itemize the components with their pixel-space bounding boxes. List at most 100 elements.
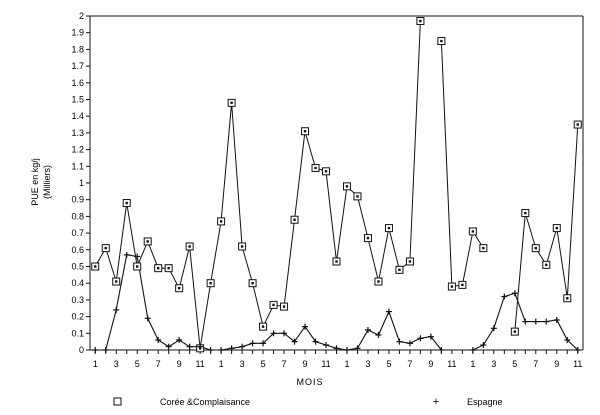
- data-point-plus: [417, 335, 424, 342]
- data-point-plus: [249, 340, 256, 347]
- data-point-plus: [354, 345, 361, 352]
- data-point-plus: [375, 331, 382, 338]
- data-point-plus: [333, 345, 340, 352]
- y-tick-label: 1.8: [71, 44, 84, 54]
- x-tick-label: 9: [177, 359, 182, 369]
- legend-label-series-2: Espagne: [467, 397, 503, 407]
- data-point-square: [447, 282, 456, 291]
- data-point-square: [227, 98, 236, 107]
- y-tick-label: 1.2: [71, 145, 84, 155]
- data-point-plus: [186, 343, 193, 350]
- data-point-plus: [176, 336, 183, 343]
- data-point-square: [416, 17, 425, 26]
- y-tick-label: 0: [79, 345, 84, 355]
- data-point-square: [133, 262, 142, 271]
- data-point-square: [468, 227, 477, 236]
- data-point-plus: [501, 293, 508, 300]
- x-tick-label: 7: [282, 359, 287, 369]
- x-tick-label: 11: [573, 359, 582, 369]
- data-point-square: [206, 279, 215, 288]
- series-line-1: [94, 20, 579, 349]
- data-point-square: [384, 224, 393, 233]
- data-point-square: [458, 280, 467, 289]
- data-point-square: [552, 224, 561, 233]
- data-point-plus: [113, 306, 120, 313]
- data-point-square: [238, 242, 247, 251]
- data-point-plus: [260, 340, 267, 347]
- data-point-square: [521, 209, 530, 218]
- data-point-plus: [291, 338, 298, 345]
- data-point-square: [311, 163, 320, 172]
- data-point-plus: [396, 338, 403, 345]
- data-point-plus: [522, 318, 529, 325]
- legend-label-series-1: Corée &Complaisance: [160, 397, 250, 407]
- data-point-plus: [427, 333, 434, 340]
- data-point-plus: [490, 325, 497, 332]
- data-point-plus: [543, 318, 550, 325]
- data-point-plus: [553, 316, 560, 323]
- data-point-plus: [438, 347, 445, 353]
- data-point-plus: [385, 308, 392, 315]
- data-point-square: [143, 237, 152, 246]
- x-tick-label: 9: [554, 359, 559, 369]
- y-tick-label: 0.4: [71, 278, 84, 288]
- data-point-plus: [197, 343, 204, 350]
- x-tick-label: 7: [533, 359, 538, 369]
- y-tick-label: 1.5: [71, 95, 84, 105]
- data-point-square: [437, 37, 446, 46]
- data-point-square: [269, 300, 278, 309]
- data-point-square: [542, 260, 551, 269]
- data-point-square: [301, 127, 310, 136]
- y-tick-label: 0.1: [71, 328, 84, 338]
- y-tick-label: 2: [79, 11, 84, 21]
- data-point-square: [175, 284, 184, 293]
- series-marks: [91, 17, 582, 353]
- y-tick-label: 0.5: [71, 262, 84, 272]
- data-point-square: [573, 120, 582, 129]
- x-tick-label: 1: [219, 359, 224, 369]
- y-tick-label: 1.1: [71, 161, 84, 171]
- y-axis-label-line2: (Milliers): [42, 165, 52, 199]
- y-tick-label: 1: [79, 178, 84, 188]
- data-point-square: [112, 277, 121, 286]
- data-point-square: [122, 199, 131, 208]
- legend-marker-plus: +: [433, 396, 439, 408]
- x-tick-label: 3: [114, 359, 119, 369]
- data-point-plus: [302, 323, 309, 330]
- y-tick-label: 0.7: [71, 228, 84, 238]
- x-tick-label: 5: [512, 359, 517, 369]
- data-point-square: [280, 302, 289, 311]
- y-tick-label: 1.9: [71, 28, 84, 38]
- y-tick-label: 0.2: [71, 312, 84, 322]
- data-point-square: [531, 244, 540, 253]
- data-point-plus: [270, 330, 277, 337]
- data-point-plus: [312, 338, 319, 345]
- data-point-plus: [228, 345, 235, 352]
- data-point-plus: [218, 347, 225, 353]
- data-point-plus: [144, 315, 151, 322]
- data-point-plus: [406, 340, 413, 347]
- data-point-plus: [92, 347, 99, 353]
- x-axis-ticks: 1 3 5 7 9 11 1 3 5 7 9 11 1 3 5 7 9 11 1 3 5 7 9 11: [93, 350, 582, 369]
- data-point-square: [290, 215, 299, 224]
- data-point-square: [217, 217, 226, 226]
- data-point-square: [164, 264, 173, 273]
- y-tick-label: 0.8: [71, 211, 84, 221]
- data-point-square: [322, 167, 331, 176]
- x-tick-label: 11: [447, 359, 456, 369]
- data-point-square: [185, 242, 194, 251]
- data-point-square: [342, 182, 351, 191]
- data-point-plus: [532, 318, 539, 325]
- x-tick-label: 9: [303, 359, 308, 369]
- data-point-plus: [165, 343, 172, 350]
- data-point-square: [248, 279, 257, 288]
- data-point-square: [154, 264, 163, 273]
- data-point-plus: [281, 330, 288, 337]
- data-point-square: [405, 257, 414, 266]
- data-point-plus: [102, 347, 109, 353]
- data-point-square: [510, 327, 519, 336]
- y-axis-ticks: 0 0.1 0.2 0.3 0.4 0.5 0.6 0.7 0.8 0.9 1 1.1 1.2 1.3 1.…: [71, 11, 90, 355]
- x-tick-label: 5: [135, 359, 140, 369]
- y-tick-label: 1.6: [71, 78, 84, 88]
